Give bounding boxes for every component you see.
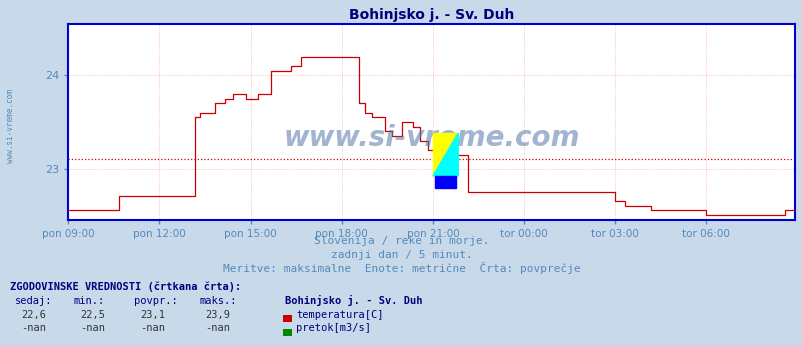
Text: -nan: -nan [140, 324, 165, 334]
Text: zadnji dan / 5 minut.: zadnji dan / 5 minut. [330, 250, 472, 260]
Text: povpr.:: povpr.: [134, 297, 177, 307]
Text: 23,9: 23,9 [205, 310, 230, 320]
Polygon shape [435, 176, 455, 188]
Text: Bohinjsko j. - Sv. Duh: Bohinjsko j. - Sv. Duh [285, 295, 422, 307]
Text: -nan: -nan [21, 324, 46, 334]
Polygon shape [432, 133, 458, 176]
Text: 23,1: 23,1 [140, 310, 165, 320]
Text: pretok[m3/s]: pretok[m3/s] [296, 324, 371, 334]
Title: Bohinjsko j. - Sv. Duh: Bohinjsko j. - Sv. Duh [349, 8, 513, 22]
Text: Slovenija / reke in morje.: Slovenija / reke in morje. [314, 236, 488, 246]
Text: -nan: -nan [80, 324, 105, 334]
Text: 22,5: 22,5 [80, 310, 105, 320]
Text: ZGODOVINSKE VREDNOSTI (črtkana črta):: ZGODOVINSKE VREDNOSTI (črtkana črta): [10, 281, 241, 292]
Text: min.:: min.: [74, 297, 105, 307]
Text: sedaj:: sedaj: [14, 297, 52, 307]
Text: 22,6: 22,6 [21, 310, 46, 320]
Text: Meritve: maksimalne  Enote: metrične  Črta: povprečje: Meritve: maksimalne Enote: metrične Črta… [222, 262, 580, 274]
Text: -nan: -nan [205, 324, 230, 334]
Text: www.si-vreme.com: www.si-vreme.com [6, 89, 15, 163]
Text: temperatura[C]: temperatura[C] [296, 310, 383, 320]
Text: maks.:: maks.: [199, 297, 237, 307]
Text: www.si-vreme.com: www.si-vreme.com [283, 124, 579, 152]
Polygon shape [432, 133, 458, 176]
